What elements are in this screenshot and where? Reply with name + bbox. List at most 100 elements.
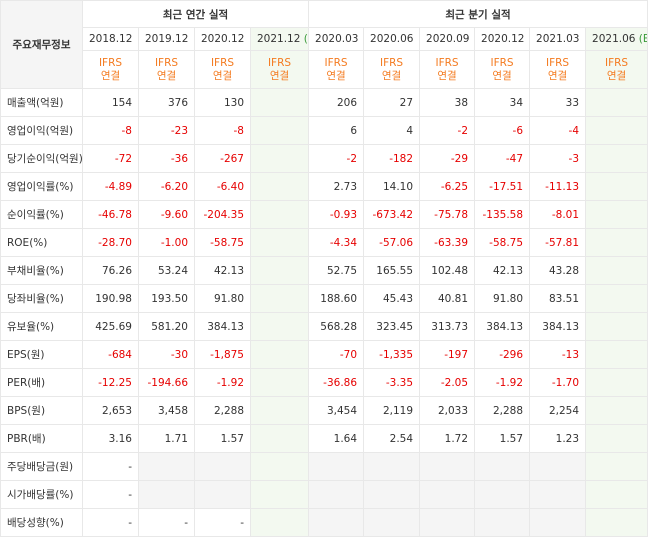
value-cell [194,480,251,509]
column-date: 2018.12 [82,27,139,51]
basis: IFRS [426,57,468,70]
value-cell: 2,288 [474,396,531,425]
value-cell: -204.35 [194,200,251,229]
basis-text: IFRS [379,56,404,69]
value-cell: 165.55 [363,256,421,285]
value-cell: -1.92 [194,368,251,397]
value-cell: 91.80 [194,284,251,313]
value-cell: 1.57 [194,424,251,453]
basis: IFRS [201,57,244,70]
date: 2021.06 [592,33,636,45]
group-title: 최근 연간 실적 [162,8,229,21]
value-cell: 52.75 [308,256,365,285]
value-cell: 581.20 [138,312,195,341]
basis-text: IFRS [210,56,235,69]
column-basis: IFRS 연결 [419,50,476,89]
basis-text: IFRS [490,56,514,69]
value-cell [308,480,365,509]
value-cell: -2.05 [419,368,476,397]
row-label: 배당성향(%) [0,508,83,537]
value-cell: -673.42 [363,200,421,229]
value-cell [585,144,648,173]
value-cell: -6.40 [194,172,251,201]
column-date: 2021.12 (E) [249,27,310,51]
data-row: 당좌비율(%) 190.98 193.50 91.80 188.60 45.43 40.81… [0,284,648,313]
value-cell: -3.35 [363,368,421,397]
value-cell [138,480,195,509]
value-cell: -1,335 [363,340,421,369]
value-cell: 3.16 [82,424,139,453]
date: 2020.12 [201,33,245,45]
value-cell: -4 [529,116,587,145]
consolidation-text: 연결 [156,69,177,82]
row-label-text: BPS(원) [7,405,46,417]
value-cell: -30 [138,340,195,369]
value-cell: -28.70 [82,228,139,257]
value-cell: -8 [194,116,251,145]
value-cell: -70 [308,340,365,369]
value-cell: -1.00 [138,228,195,257]
group-title: 최근 분기 실적 [445,8,511,21]
row-label-text: ROE(%) [7,236,48,249]
row-label: PER(배) [0,368,83,397]
row-label: PBR(배) [0,424,83,453]
basis-text: IFRS [267,56,292,69]
value-cell: 3,454 [308,396,365,425]
date: 2020.09 [426,33,470,45]
value-cell [585,312,648,341]
row-label-text: 배당성향(%) [7,517,64,529]
value-cell: -8 [82,116,139,145]
row-label-text: 주당배당금(원) [7,461,74,473]
value-cell: 2.54 [363,424,421,453]
value-cell [529,452,587,481]
column-date: 2020.12 [194,27,251,51]
value-cell [249,88,310,117]
value-cell [249,284,310,313]
value-cell: 27 [363,88,421,117]
value-cell: -6.20 [138,172,195,201]
row-label-text: PER(배) [7,377,46,389]
consolidation: 연결 [315,70,357,83]
value-cell [363,480,421,509]
value-cell: 102.48 [419,256,476,285]
consolidation-text: 연결 [326,69,346,82]
basis-text: IFRS [604,56,629,69]
row-label-text: 당기순이익(억원) [7,153,83,165]
value-cell: -47 [474,144,531,173]
value-cell [585,340,648,369]
value-cell [194,452,251,481]
row-label-text: 시가배당률(%) [7,489,74,501]
value-cell: -58.75 [474,228,531,257]
value-cell [249,116,310,145]
value-cell [585,172,648,201]
consolidation: 연결 [536,70,579,83]
value-cell [474,480,531,509]
data-row: BPS(원) 2,653 3,458 2,288 3,454 2,119 2,033 2,28… [0,396,648,425]
value-cell [363,508,421,537]
data-row: ROE(%) -28.70 -1.00 -58.75 -4.34 -57.06 -63.39… [0,228,648,257]
value-cell: -194.66 [138,368,195,397]
group-header: 최근 연간 실적 [81,0,310,28]
date: 2021.03 [536,33,580,45]
basis: IFRS [536,57,579,70]
value-cell: -2 [308,144,365,173]
value-cell [585,424,648,453]
value-cell: 384.13 [529,312,587,341]
consolidation-text: 연결 [381,69,402,82]
date: 2019.12 [145,33,189,45]
consolidation: 연결 [370,70,413,83]
row-label: ROE(%) [0,228,83,257]
value-cell [249,256,310,285]
data-row: PER(배) -12.25 -194.66 -1.92 -36.86 -3.35 -2.05… [0,368,648,397]
value-cell [249,368,310,397]
value-cell [585,88,648,117]
value-cell: -4.89 [82,172,139,201]
value-cell [419,480,476,509]
value-cell [529,508,587,537]
value-cell: 14.10 [363,172,421,201]
value-cell: 43.28 [529,256,587,285]
value-cell: - [82,480,139,509]
value-cell: 1.71 [138,424,195,453]
value-cell: -72 [82,144,139,173]
value-cell: 33 [529,88,587,117]
